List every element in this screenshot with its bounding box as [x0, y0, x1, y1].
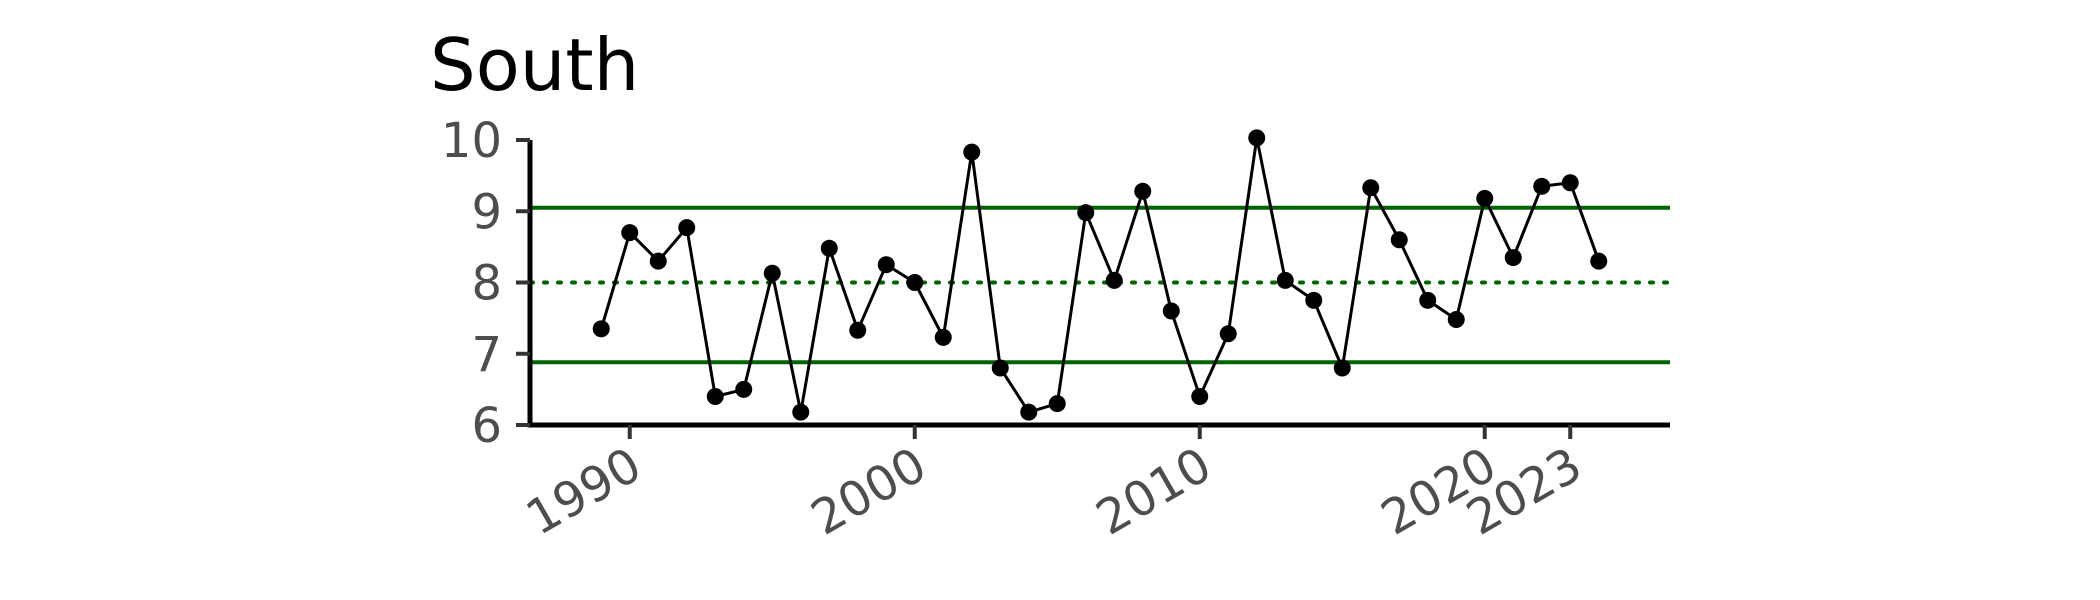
- data-point-1989: [592, 320, 610, 338]
- data-point-2019: [1447, 311, 1465, 329]
- y-tick-label-9: 9: [471, 184, 502, 240]
- x-tick-label-2010: 2010: [1087, 437, 1221, 547]
- data-point-2005: [1048, 395, 1066, 413]
- data-point-2020: [1476, 189, 1494, 207]
- y-tick-label-10: 10: [441, 113, 502, 169]
- data-point-2006: [1077, 204, 1095, 222]
- data-point-2004: [1020, 403, 1038, 421]
- data-point-1997: [820, 239, 838, 257]
- data-point-1998: [849, 321, 867, 339]
- data-point-2008: [1134, 182, 1152, 200]
- data-point-2002: [963, 143, 981, 161]
- y-tick-label-7: 7: [471, 327, 502, 383]
- data-point-2009: [1162, 302, 1180, 320]
- data-point-2017: [1390, 231, 1408, 249]
- data-point-2015: [1333, 359, 1351, 377]
- reference-lines: [528, 205, 1672, 365]
- data-point-2000: [906, 274, 924, 291]
- series-line-0: [599, 136, 1601, 414]
- y-tick-label-6: 6: [471, 398, 502, 454]
- data-point-1994: [735, 380, 753, 398]
- data-point-1991: [649, 252, 667, 270]
- data-point-2013: [1276, 271, 1294, 289]
- data-point-2024: [1590, 252, 1608, 270]
- data-point-2018: [1419, 291, 1437, 309]
- data-point-1995: [763, 264, 781, 282]
- data-point-2021: [1504, 249, 1522, 267]
- data-point-1999: [877, 256, 895, 274]
- chart-title: South: [430, 23, 639, 107]
- x-tick-label-1990: 1990: [517, 437, 651, 547]
- data-point-2007: [1105, 271, 1123, 289]
- data-point-1992: [678, 219, 696, 237]
- data-point-2003: [991, 359, 1009, 377]
- y-tick-label-8: 8: [471, 256, 502, 312]
- data-point-2023: [1561, 174, 1579, 192]
- data-point-2011: [1219, 325, 1237, 343]
- data-point-2014: [1305, 291, 1323, 309]
- series: [592, 129, 1608, 421]
- data-point-2012: [1248, 129, 1266, 147]
- data-point-1990: [621, 224, 639, 242]
- data-point-2010: [1191, 388, 1209, 405]
- x-tick-label-2000: 2000: [802, 437, 936, 547]
- y-axis-ticks: 6 7 8 9 10: [441, 113, 530, 454]
- data-point-1996: [792, 403, 810, 421]
- data-point-1993: [706, 388, 724, 405]
- data-point-2016: [1362, 179, 1380, 197]
- data-point-2001: [934, 328, 952, 346]
- data-point-2022: [1533, 177, 1551, 195]
